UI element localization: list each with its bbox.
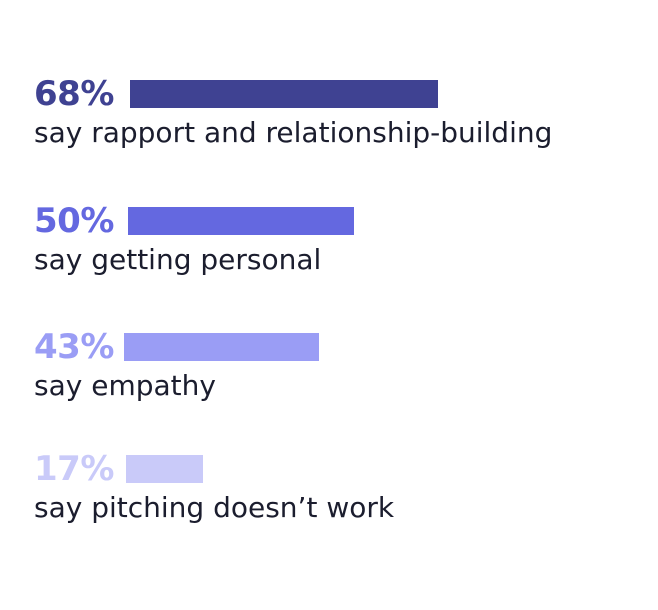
bar: [130, 80, 438, 108]
bar-item: 43% say empathy: [34, 327, 644, 403]
value-label: 17%: [34, 449, 114, 489]
category-label: say pitching doesn’t work: [34, 491, 395, 524]
bar-row: 50%: [34, 201, 644, 241]
value-label: 50%: [34, 201, 114, 241]
bar-item: 50% say getting personal: [34, 201, 644, 277]
bar: [124, 333, 319, 361]
bar-row: 43%: [34, 327, 644, 367]
bar-row: 68%: [34, 74, 644, 114]
bar-item: 68% say rapport and relationship-building: [34, 74, 644, 150]
bar-row: 17%: [34, 449, 644, 489]
category-label: say rapport and relationship-building: [34, 116, 553, 149]
category-label: say empathy: [34, 369, 216, 402]
category-label: say getting personal: [34, 243, 322, 276]
bar: [128, 207, 354, 235]
bar-item: 17% say pitching doesn’t work: [34, 449, 644, 525]
value-label: 43%: [34, 327, 114, 367]
value-label: 68%: [34, 74, 114, 114]
bar: [126, 455, 203, 483]
